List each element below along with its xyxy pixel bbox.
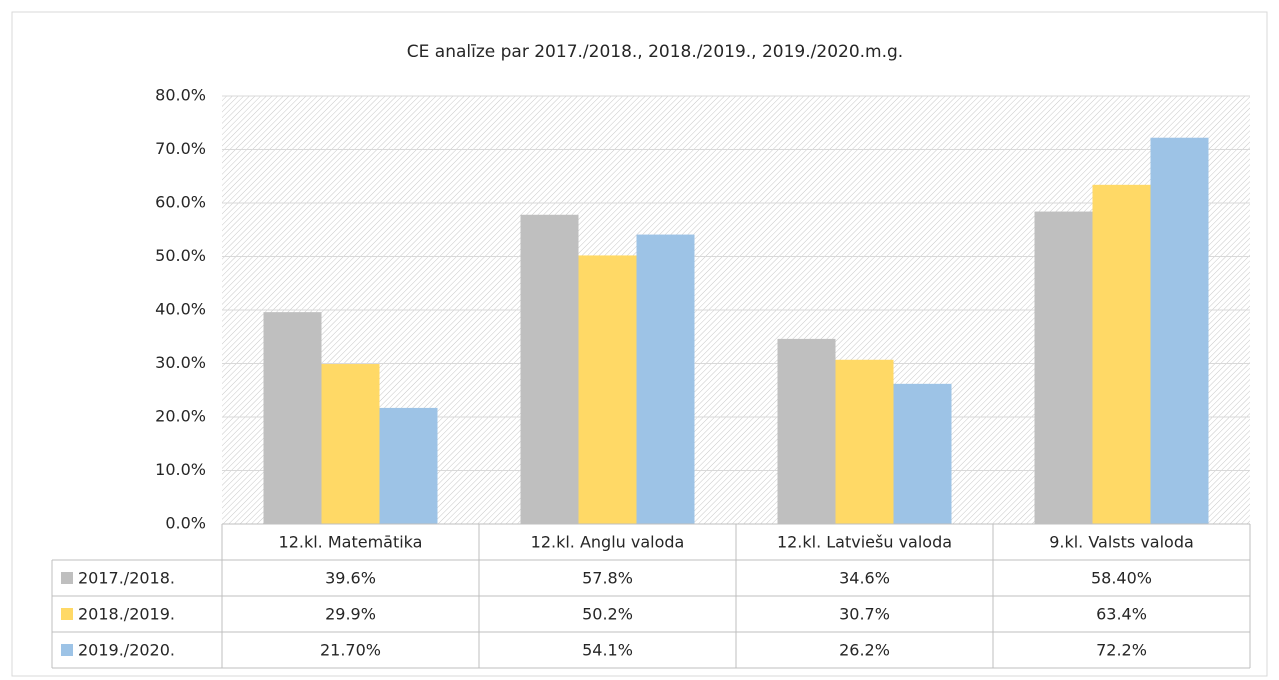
bar [636, 234, 695, 524]
y-tick-label: 30.0% [155, 353, 206, 372]
legend-key [61, 608, 73, 620]
table-value: 26.2% [839, 641, 890, 660]
y-tick-label: 0.0% [165, 514, 206, 533]
table-value: 39.6% [325, 569, 376, 588]
bar [520, 214, 579, 524]
legend-label: 2018./2019. [78, 605, 175, 624]
table-value: 58.40% [1091, 569, 1152, 588]
table-value: 72.2% [1096, 641, 1147, 660]
bar [1034, 211, 1093, 524]
x-tick-label: 9.kl. Valsts valoda [1049, 533, 1194, 552]
legend-label: 2019./2020. [78, 641, 175, 660]
bar [578, 255, 637, 524]
legend-key [61, 644, 73, 656]
y-tick-label: 50.0% [155, 246, 206, 265]
x-tick-label: 12.kl. Latviešu valoda [777, 533, 952, 552]
bar [263, 312, 322, 524]
x-tick-label: 12.kl. Anglu valoda [531, 533, 685, 552]
x-tick-label: 12.kl. Matemātika [279, 533, 423, 552]
bar [379, 407, 438, 524]
y-tick-label: 70.0% [155, 139, 206, 158]
table-value: 63.4% [1096, 605, 1147, 624]
table-value: 30.7% [839, 605, 890, 624]
table-value: 29.9% [325, 605, 376, 624]
table-value: 50.2% [582, 605, 633, 624]
y-tick-label: 40.0% [155, 300, 206, 319]
y-tick-label: 10.0% [155, 460, 206, 479]
table-value: 54.1% [582, 641, 633, 660]
y-tick-label: 20.0% [155, 407, 206, 426]
table-value: 57.8% [582, 569, 633, 588]
y-tick-label: 80.0% [155, 86, 206, 105]
table-value: 21.70% [320, 641, 381, 660]
table-value: 34.6% [839, 569, 890, 588]
legend-label: 2017./2018. [78, 569, 175, 588]
bar [835, 359, 894, 524]
bar [893, 383, 952, 524]
bar [777, 338, 836, 524]
chart-title: CE analīze par 2017./2018., 2018./2019.,… [407, 42, 903, 62]
y-tick-label: 60.0% [155, 193, 206, 212]
bar [1092, 184, 1151, 524]
bar [1150, 137, 1209, 525]
bar [321, 364, 380, 524]
legend-key [61, 572, 73, 584]
